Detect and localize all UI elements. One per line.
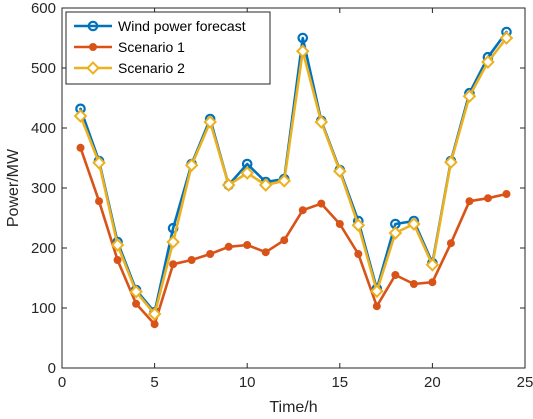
legend-item-1: Wind power forecast	[74, 18, 246, 34]
x-axis-title: Time/h	[269, 399, 317, 416]
data-point	[110, 238, 125, 252]
data-point	[314, 115, 329, 129]
data-point	[388, 226, 403, 240]
legend-label: Wind power forecast	[118, 18, 246, 34]
y-tick-label: 600	[31, 0, 56, 17]
y-tick-label: 200	[31, 240, 56, 257]
legend-marker	[89, 43, 98, 52]
data-point	[95, 197, 104, 206]
data-point	[187, 255, 196, 264]
legend-item-3: Scenario 2	[74, 60, 185, 76]
legend-label: Scenario 2	[118, 60, 185, 76]
data-point	[317, 199, 326, 208]
data-point	[206, 249, 215, 258]
data-point	[297, 32, 309, 44]
x-tick-label: 20	[424, 374, 441, 391]
data-point	[261, 248, 270, 257]
data-point	[203, 115, 217, 129]
data-point	[166, 235, 180, 249]
data-point	[444, 155, 458, 170]
data-point	[295, 44, 310, 59]
data-point	[351, 218, 366, 233]
series-2	[76, 143, 511, 329]
legend-marker	[87, 20, 99, 32]
data-point	[446, 239, 455, 248]
x-tick-label: 25	[517, 374, 533, 391]
data-point	[240, 166, 255, 180]
data-point	[370, 284, 384, 299]
y-tick-label: 0	[48, 360, 56, 377]
data-point	[462, 89, 477, 104]
data-point	[73, 109, 88, 123]
data-point	[354, 249, 363, 258]
data-point	[132, 299, 141, 308]
data-point	[129, 284, 143, 299]
series-line	[79, 146, 508, 326]
series-layer	[73, 26, 514, 329]
legend-item-2: Scenario 1	[74, 39, 185, 55]
data-point	[113, 255, 122, 264]
data-point	[258, 178, 273, 192]
legend: Wind power forecast Scenario 1 Scenario 2	[65, 11, 271, 85]
x-tick-label: 5	[150, 374, 158, 391]
data-point	[298, 206, 307, 215]
y-tick-label: 400	[31, 120, 56, 137]
tick-labels: 0 5 10 15 20 25 0 100 200 300 400 500 600	[31, 0, 533, 391]
data-point	[502, 189, 511, 198]
data-point	[391, 270, 400, 279]
data-point	[372, 302, 381, 311]
data-point	[76, 143, 85, 152]
y-axis-title: Power/MW	[5, 148, 22, 227]
data-point	[407, 217, 421, 231]
data-point	[92, 155, 106, 170]
y-tick-label: 100	[31, 300, 56, 317]
data-point	[425, 257, 440, 272]
data-point	[147, 307, 162, 321]
data-point	[277, 173, 292, 188]
data-point	[332, 164, 347, 179]
data-point	[221, 178, 236, 192]
x-tick-label: 10	[239, 374, 256, 391]
y-tick-label: 500	[31, 60, 56, 77]
legend-label: Scenario 1	[118, 39, 185, 55]
y-tick-label: 300	[31, 180, 56, 197]
data-point	[483, 194, 492, 203]
legend-marker	[86, 61, 100, 75]
x-tick-label: 15	[331, 374, 348, 391]
data-point	[169, 260, 178, 269]
data-point	[280, 236, 289, 245]
data-point	[224, 242, 233, 251]
data-point	[150, 320, 159, 329]
data-point	[428, 278, 437, 287]
x-tick-label: 0	[58, 374, 66, 391]
data-point	[481, 55, 495, 69]
data-point	[499, 31, 514, 45]
data-point	[465, 197, 474, 206]
series-3	[73, 31, 514, 321]
data-point	[243, 240, 252, 249]
data-point	[409, 279, 418, 288]
data-point	[184, 158, 199, 173]
data-point	[335, 219, 344, 228]
